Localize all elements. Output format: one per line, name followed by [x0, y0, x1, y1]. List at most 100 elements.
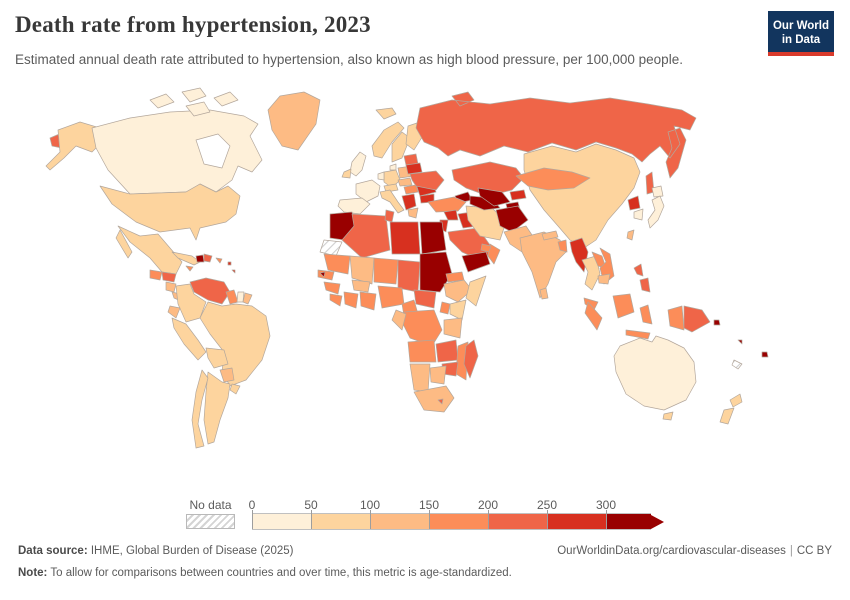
region-norway[interactable] — [371, 121, 405, 159]
legend-bin-200-250[interactable] — [489, 513, 548, 530]
legend-bin-150-200[interactable] — [430, 513, 489, 530]
region-ghana[interactable] — [359, 291, 377, 311]
region-greenland[interactable] — [267, 91, 321, 151]
region-central-african-republic[interactable] — [413, 289, 437, 309]
region-botswana[interactable] — [429, 365, 447, 385]
region-somalia[interactable] — [465, 275, 487, 307]
region-eritrea[interactable] — [445, 271, 465, 283]
region-haiti[interactable] — [195, 254, 205, 263]
region-mexico[interactable] — [115, 225, 183, 275]
region-bolivia[interactable] — [205, 347, 229, 369]
legend-no-data[interactable]: No data — [186, 498, 235, 531]
region-usa[interactable] — [99, 183, 241, 241]
region-west-papua[interactable] — [667, 305, 685, 331]
region-japan[interactable] — [647, 185, 665, 229]
region-ecuador[interactable] — [167, 305, 181, 319]
region-zambia[interactable] — [435, 339, 459, 363]
region-fiji[interactable] — [761, 351, 769, 358]
region-sumatra[interactable] — [584, 301, 603, 331]
region-hungary[interactable] — [403, 184, 419, 195]
region-senegal[interactable] — [317, 269, 335, 281]
region-borneo[interactable] — [612, 293, 635, 319]
region-lesotho[interactable] — [437, 398, 444, 405]
region-burkina-faso[interactable] — [351, 279, 371, 293]
region-peru[interactable] — [171, 317, 207, 361]
region-angola[interactable] — [407, 339, 437, 363]
legend-bin-50-100[interactable] — [312, 513, 371, 530]
region-australia[interactable] — [613, 335, 697, 411]
region-uzbekistan[interactable] — [477, 187, 511, 207]
region-greece[interactable] — [407, 207, 419, 219]
region-ivory-coast[interactable] — [343, 291, 359, 309]
region-iceland[interactable] — [375, 107, 397, 120]
region-solomon-islands[interactable] — [713, 319, 721, 326]
legend-bin-300+[interactable] — [607, 513, 651, 530]
region-ireland[interactable] — [341, 168, 352, 179]
region-colombia[interactable] — [175, 283, 207, 323]
region-alaska[interactable] — [45, 121, 105, 171]
region-congo[interactable] — [391, 309, 407, 331]
owid-logo[interactable]: Our World in Data — [768, 11, 834, 56]
region-new-zealand[interactable] — [719, 393, 743, 425]
region-nicaragua[interactable] — [165, 281, 177, 293]
region-mauritania[interactable] — [323, 253, 351, 275]
region-chad[interactable] — [397, 259, 421, 293]
region-uganda[interactable] — [439, 301, 451, 315]
region-niger[interactable] — [373, 257, 399, 285]
owid-link[interactable]: OurWorldinData.org/cardiovascular-diseas… — [557, 545, 786, 557]
region-canadian-arctic[interactable] — [149, 87, 239, 117]
region-mongolia[interactable] — [515, 167, 591, 191]
region-south-africa[interactable] — [413, 385, 455, 413]
region-sudan[interactable] — [419, 251, 453, 293]
region-sulawesi[interactable] — [639, 304, 653, 325]
region-sierra-leone[interactable] — [329, 293, 343, 307]
region-yemen[interactable] — [461, 251, 491, 273]
region-bangladesh[interactable] — [557, 239, 568, 253]
region-nepal[interactable] — [541, 230, 559, 241]
region-jamaica[interactable] — [185, 265, 194, 272]
region-venezuela[interactable] — [189, 277, 231, 305]
region-italy[interactable] — [379, 189, 405, 214]
region-cambodia[interactable] — [597, 273, 611, 285]
region-guyana[interactable] — [225, 289, 239, 305]
region-french-guiana[interactable] — [242, 292, 253, 305]
region-tunisia[interactable] — [384, 209, 395, 223]
region-balkans[interactable] — [401, 193, 417, 211]
region-lesser-antilles[interactable] — [227, 261, 236, 274]
license-badge[interactable]: CC BY — [796, 545, 832, 557]
region-madagascar[interactable] — [463, 339, 479, 379]
region-cuba[interactable] — [171, 251, 201, 266]
region-canada[interactable] — [91, 109, 263, 195]
region-libya[interactable] — [389, 221, 421, 255]
region-guinea[interactable] — [323, 281, 341, 295]
region-java[interactable] — [625, 329, 651, 340]
region-guatemala[interactable] — [149, 269, 163, 281]
region-chile[interactable] — [191, 369, 209, 449]
legend-bin-0-50[interactable] — [252, 513, 312, 530]
region-argentina[interactable] — [203, 371, 231, 445]
legend-bin-100-150[interactable] — [371, 513, 430, 530]
region-kyrgyzstan[interactable] — [509, 189, 527, 201]
region-gambia[interactable] — [319, 271, 326, 278]
region-afghanistan[interactable] — [495, 205, 529, 233]
region-syria[interactable] — [443, 209, 459, 221]
region-czechia[interactable] — [397, 177, 413, 187]
region-france[interactable] — [355, 179, 381, 203]
region-sri-lanka[interactable] — [539, 287, 549, 300]
region-puerto-rico[interactable] — [215, 257, 223, 264]
region-vanuatu[interactable] — [737, 339, 743, 345]
region-denmark[interactable] — [389, 163, 397, 171]
region-low-countries[interactable] — [377, 171, 385, 181]
legend-bin-250-300[interactable] — [548, 513, 607, 530]
region-south-korea[interactable] — [633, 208, 644, 221]
region-new-caledonia[interactable] — [731, 359, 743, 370]
region-north-korea[interactable] — [627, 195, 641, 211]
region-austria[interactable] — [383, 183, 399, 193]
no-data-swatch[interactable] — [186, 514, 235, 529]
region-namibia[interactable] — [409, 363, 431, 393]
region-uk[interactable] — [349, 151, 367, 177]
region-ukraine[interactable] — [409, 170, 445, 191]
region-western-sahara[interactable] — [319, 239, 343, 257]
region-kazakhstan[interactable] — [451, 161, 525, 197]
region-taiwan[interactable] — [626, 229, 635, 241]
